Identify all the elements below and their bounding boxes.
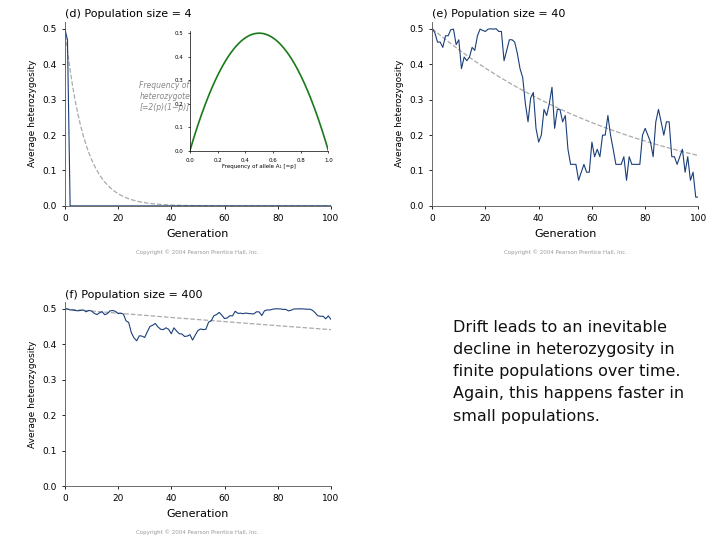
Text: Copyright © 2004 Pearson Prentice Hall, Inc.: Copyright © 2004 Pearson Prentice Hall, … [136,249,259,255]
Text: (f) Population size = 400: (f) Population size = 400 [65,289,202,300]
Text: Drift leads to an inevitable
decline in heterozygosity in
finite populations ove: Drift leads to an inevitable decline in … [454,320,685,424]
Text: Frequency of
heterozygotes
[=2(p)(1−p)]: Frequency of heterozygotes [=2(p)(1−p)] [140,80,194,112]
Text: Copyright © 2004 Pearson Prentice Hall, Inc.: Copyright © 2004 Pearson Prentice Hall, … [136,529,259,535]
X-axis label: Generation: Generation [534,229,596,239]
X-axis label: Generation: Generation [167,229,229,239]
Text: (d) Population size = 4: (d) Population size = 4 [65,9,192,19]
Y-axis label: Average heterozygosity: Average heterozygosity [395,60,404,167]
X-axis label: Generation: Generation [167,509,229,519]
Text: Copyright © 2004 Pearson Prentice Hall, Inc.: Copyright © 2004 Pearson Prentice Hall, … [504,249,627,255]
Y-axis label: Average heterozygosity: Average heterozygosity [27,60,37,167]
Text: (e) Population size = 40: (e) Population size = 40 [432,9,565,19]
Y-axis label: Average heterozygosity: Average heterozygosity [27,340,37,448]
